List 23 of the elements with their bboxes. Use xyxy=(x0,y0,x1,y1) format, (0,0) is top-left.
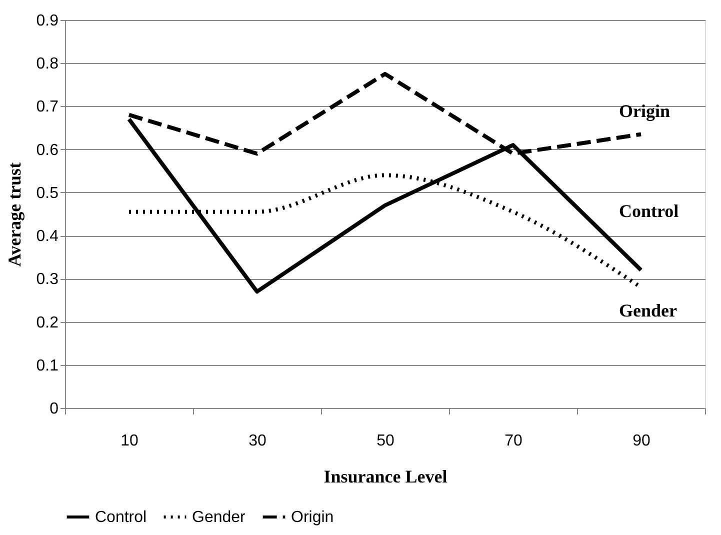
y-tick-label: 0.6 xyxy=(36,142,59,159)
y-tick-label: 0.3 xyxy=(36,271,59,288)
y-tick-label: 0.9 xyxy=(36,12,59,30)
y-axis-title: Average trust xyxy=(4,162,24,267)
x-tick-label: 70 xyxy=(504,432,522,450)
x-tick-label: 10 xyxy=(120,432,138,450)
legend-label: Origin xyxy=(291,509,334,526)
y-tick-label: 0.7 xyxy=(36,98,59,116)
y-tick-label: 0.5 xyxy=(36,184,59,202)
x-axis-title: Insurance Level xyxy=(324,466,448,486)
legend-label: Gender xyxy=(192,509,246,526)
text: Control xyxy=(619,201,679,222)
y-tick-label: 0.8 xyxy=(36,56,59,73)
y-tick-label: 0.2 xyxy=(36,314,59,332)
legend-label: Control xyxy=(95,509,147,526)
x-tick-label: 50 xyxy=(376,432,394,450)
y-tick-label: 0.4 xyxy=(36,228,59,246)
y-tick-label: 0 xyxy=(50,400,59,418)
x-tick-label: 90 xyxy=(632,432,650,450)
x-tick-label: 30 xyxy=(248,432,266,450)
y-tick-label: 0.1 xyxy=(36,357,59,374)
text: Origin xyxy=(619,101,670,122)
text: Gender xyxy=(619,300,677,320)
